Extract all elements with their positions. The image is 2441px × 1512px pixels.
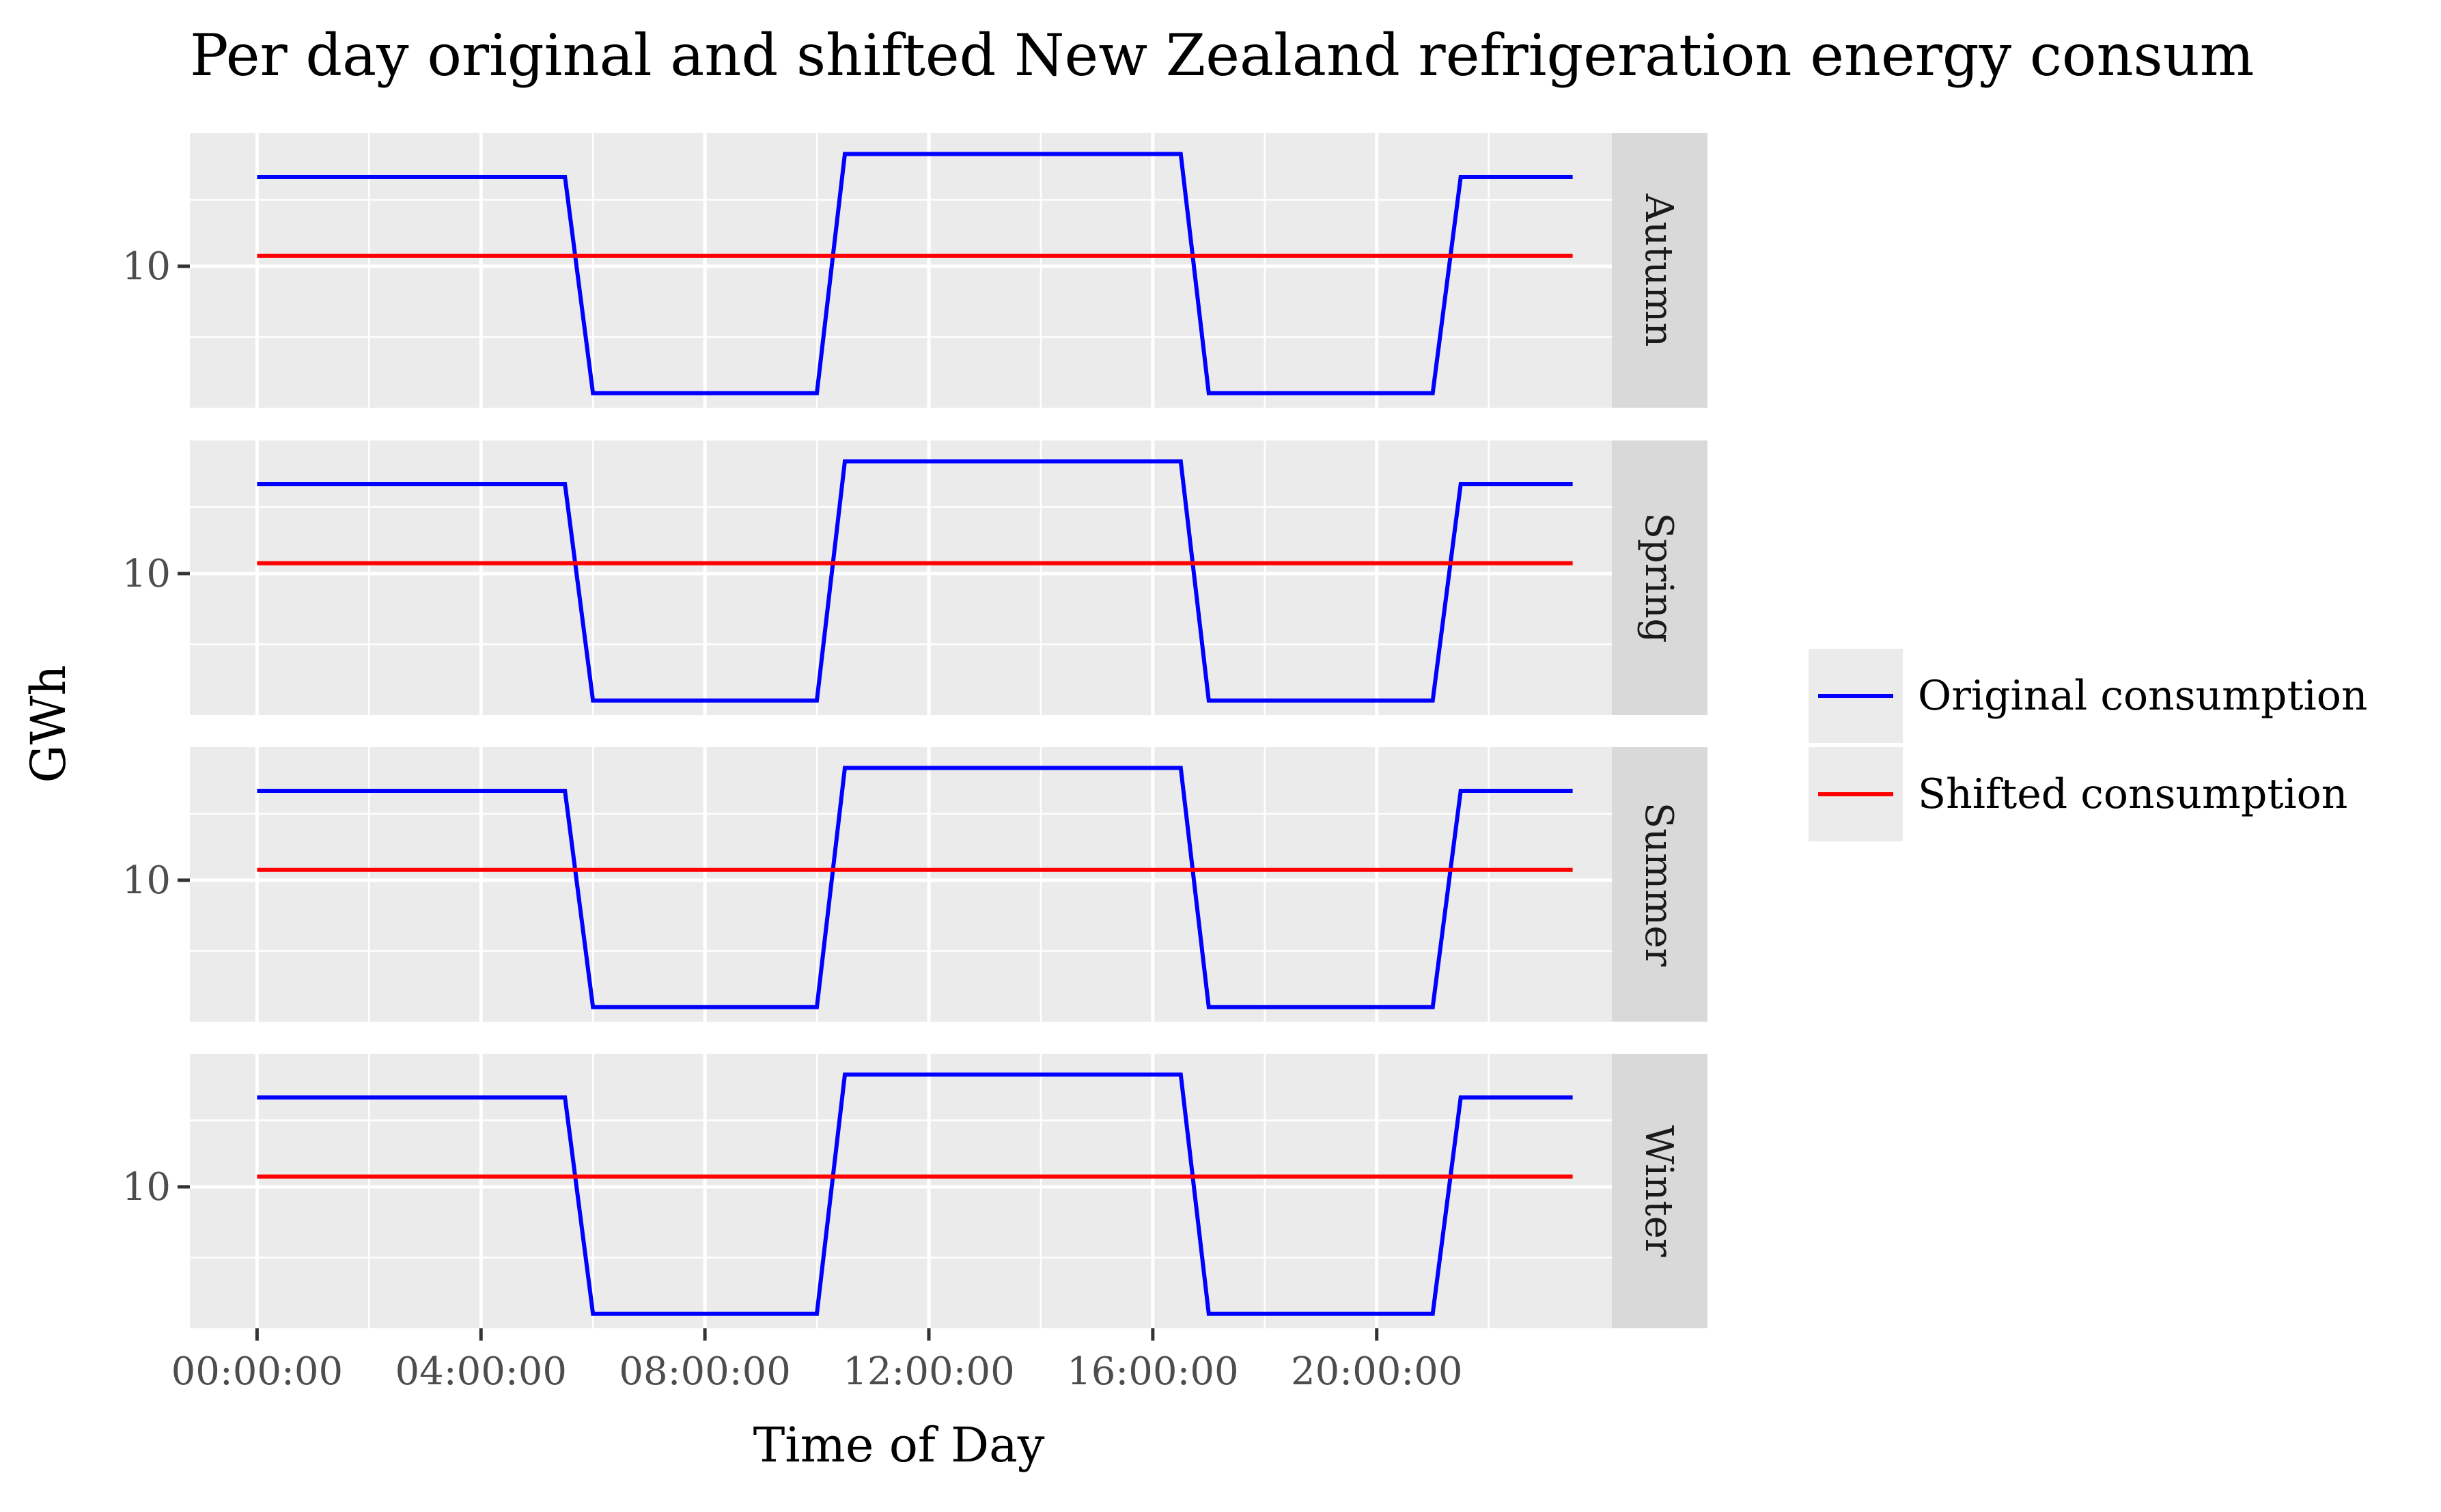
x-axis-title: Time of Day (753, 1417, 1045, 1473)
y-tick-label: 10 (122, 244, 171, 289)
y-tick-label: 10 (122, 1165, 171, 1209)
facet-strip (1612, 747, 1707, 1022)
panel-winter: 10 Winter (122, 1054, 1707, 1328)
legend-label-original-consumption: Original consumption (1918, 672, 2368, 720)
panel-autumn: 10 Autumn (122, 133, 1707, 408)
facet-strip (1612, 440, 1707, 715)
facet-strip (1612, 1054, 1707, 1328)
x-tick-label: 04:00:00 (395, 1349, 567, 1394)
x-tick-label: 08:00:00 (619, 1349, 791, 1394)
panel-summer: 10 Summer (122, 747, 1707, 1022)
y-tick-label: 10 (122, 858, 171, 903)
facet-label-winter: Winter (1636, 1125, 1681, 1257)
series-line-original-consumption (257, 459, 1573, 703)
x-tick-label: 20:00:00 (1291, 1349, 1463, 1394)
x-tick-label: 12:00:00 (843, 1349, 1015, 1394)
x-tick-label: 16:00:00 (1067, 1349, 1239, 1394)
facet-strip (1612, 133, 1707, 408)
facet-label-autumn: Autumn (1636, 193, 1681, 347)
legend-label-shifted-consumption: Shifted consumption (1918, 770, 2347, 818)
y-axis-title: GWh (20, 665, 76, 783)
x-tick-label: 00:00:00 (171, 1349, 344, 1394)
panel-background (190, 133, 1612, 408)
series-line-original-consumption (257, 1072, 1573, 1316)
facet-label-spring: Spring (1636, 513, 1681, 643)
facet-label-summer: Summer (1636, 802, 1681, 967)
panel-background (190, 747, 1612, 1022)
panel-spring: 10 Spring (122, 440, 1707, 715)
series-line-original-consumption (257, 766, 1573, 1009)
panel-background (190, 440, 1612, 715)
panel-background (190, 1054, 1612, 1328)
legend: Original consumption Shifted consumption (1809, 649, 2368, 841)
chart-title: Per day original and shifted New Zealand… (190, 22, 2254, 89)
series-line-original-consumption (257, 152, 1573, 395)
y-tick-label: 10 (122, 552, 171, 596)
